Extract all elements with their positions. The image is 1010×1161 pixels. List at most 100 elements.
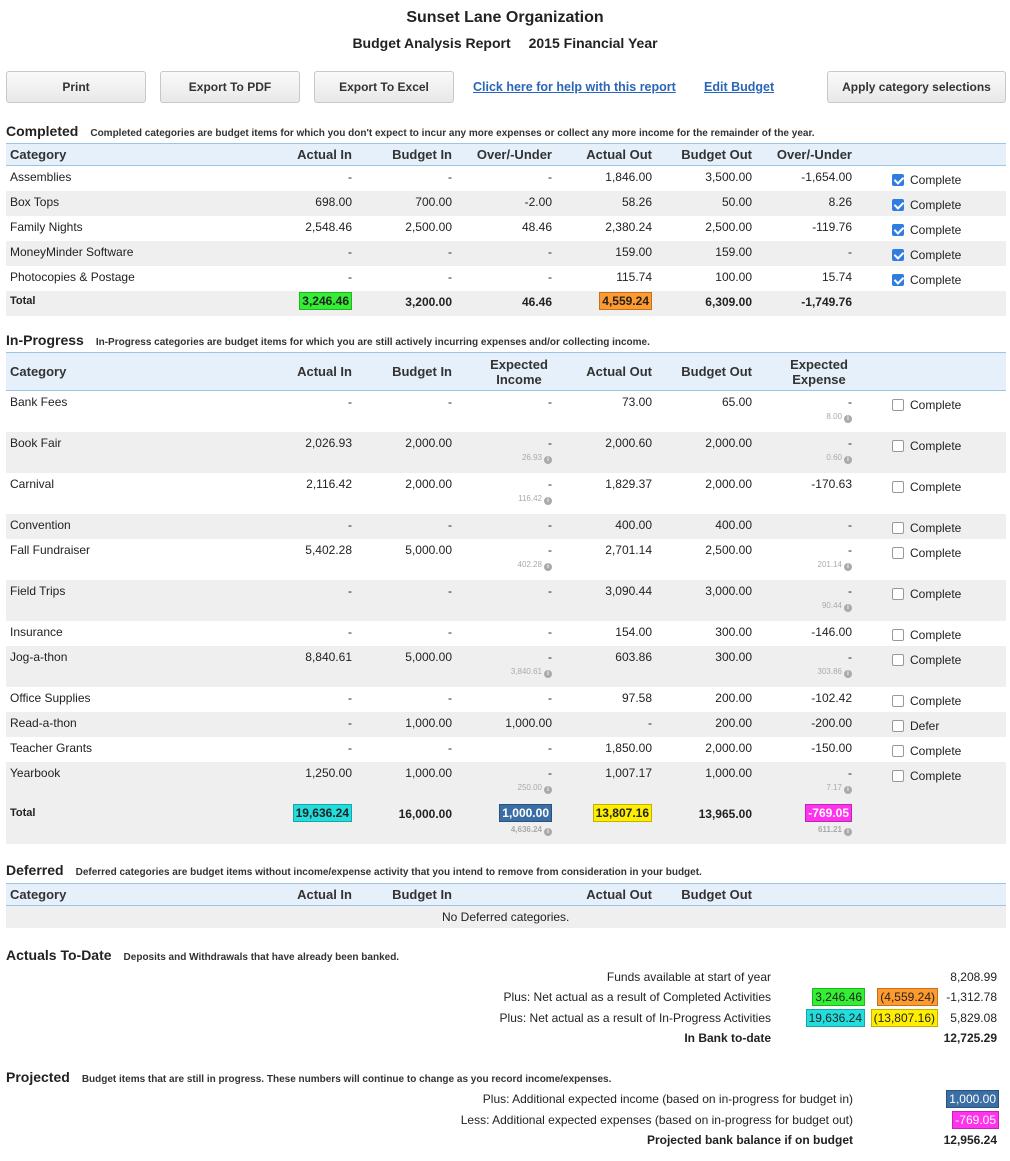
actual-in: 8,840.61 — [246, 645, 356, 687]
help-link[interactable]: Click here for help with this report — [473, 80, 676, 94]
info-icon[interactable]: i — [844, 785, 852, 794]
expected-expense: -146.00 — [756, 621, 856, 646]
checkbox-label: Complete — [910, 272, 962, 287]
actual-in-value: 2,026.93 — [305, 435, 352, 450]
checkbox-checked-icon[interactable] — [892, 248, 904, 261]
info-icon[interactable]: i — [544, 562, 552, 571]
checkbox-checked-icon[interactable] — [892, 223, 904, 236]
checkbox-label: Complete — [910, 627, 962, 642]
col-actual-in: Actual In — [246, 352, 356, 391]
toolbar: Print Export To PDF Export To Excel Clic… — [6, 71, 1006, 103]
expected-income: -26.93 i — [456, 431, 556, 473]
complete-checkbox[interactable]: Complete — [892, 273, 961, 287]
budget-in: 2,000.00 — [356, 473, 456, 514]
expected-expense-value: - — [848, 765, 852, 780]
status-cell: Complete — [856, 431, 1006, 473]
remaining-amount: 26.93 — [521, 452, 542, 462]
total-row: Total 19,636.24 16,000.00 1,000.00 4,636.24 i… — [6, 802, 1006, 844]
checkbox-label: Complete — [910, 197, 962, 212]
apply-category-selections-button[interactable]: Apply category selections — [827, 71, 1006, 103]
budget-out-value: 400.00 — [715, 517, 752, 532]
status-checkbox[interactable]: Complete — [892, 628, 961, 642]
budget-out: 100.00 — [715, 269, 752, 284]
edit-budget-link[interactable]: Edit Budget — [704, 80, 775, 94]
total-actual-in: 3,246.46 — [299, 291, 352, 310]
category-name: Read-a-thon — [6, 711, 246, 737]
status-checkbox[interactable]: Complete — [892, 439, 961, 453]
col-actual-out: Actual Out — [556, 143, 656, 166]
remaining-amount: 3,840.61 — [510, 666, 542, 676]
status-checkbox[interactable]: Complete — [892, 587, 961, 601]
status-checkbox[interactable]: Complete — [892, 521, 961, 535]
checkbox-icon[interactable] — [892, 694, 904, 707]
status-checkbox[interactable]: Complete — [892, 694, 961, 708]
inprogress-net-value: 5,829.08 — [950, 1011, 997, 1025]
inprogress-out-highlight: (13,807.16) — [870, 1009, 938, 1027]
complete-checkbox[interactable]: Complete — [892, 173, 961, 187]
status-checkbox[interactable]: Complete — [892, 744, 961, 758]
complete-checkbox[interactable]: Complete — [892, 198, 961, 212]
category-name-value: Yearbook — [10, 765, 61, 780]
info-icon[interactable]: i — [844, 669, 852, 678]
table-row: Yearbook 1,250.00 1,000.00-250.00 i 1,007.17… — [6, 761, 1006, 803]
info-icon[interactable]: i — [544, 455, 552, 464]
info-icon[interactable]: i — [544, 669, 552, 678]
info-icon[interactable]: i — [544, 496, 552, 505]
export-pdf-button[interactable]: Export To PDF — [160, 71, 300, 103]
expected-income-remaining: 402.28 i — [460, 560, 552, 571]
checkbox-icon[interactable] — [892, 744, 904, 757]
info-icon[interactable]: i — [544, 827, 552, 836]
checkbox-icon[interactable] — [892, 769, 904, 782]
info-icon[interactable]: i — [844, 455, 852, 464]
status-cell: Complete — [856, 761, 1006, 803]
checkbox-label: Complete — [910, 743, 962, 758]
checkbox-icon[interactable] — [892, 719, 904, 732]
checkbox-icon[interactable] — [892, 653, 904, 666]
expected-expense-remaining: 7.17 i — [760, 783, 852, 794]
checkbox-icon[interactable] — [892, 399, 904, 411]
checkbox-icon[interactable] — [892, 628, 904, 641]
checkbox-icon[interactable] — [892, 439, 904, 452]
expected-expense-remaining: 0.60 i — [760, 453, 852, 464]
checkbox-icon[interactable] — [892, 587, 904, 600]
budget-in-value: - — [448, 690, 452, 705]
checkbox-checked-icon[interactable] — [892, 198, 904, 211]
status-checkbox[interactable]: Defer — [892, 719, 939, 733]
expected-income-value: - — [548, 435, 552, 450]
col-budget-out: Budget Out — [656, 352, 756, 391]
budget-out: 300.00 — [656, 621, 756, 646]
info-icon[interactable]: i — [844, 827, 852, 836]
info-icon[interactable]: i — [844, 415, 852, 423]
status-checkbox[interactable]: Complete — [892, 398, 961, 412]
info-icon[interactable]: i — [844, 603, 852, 612]
checkbox-label: Complete — [910, 520, 962, 535]
deferred-section-header: Deferred Deferred categories are budget i… — [6, 862, 702, 878]
no-deferred-message: No Deferred categories. — [6, 905, 1006, 928]
complete-checkbox[interactable]: Complete — [892, 223, 961, 237]
status-checkbox[interactable]: Complete — [892, 769, 961, 783]
in-progress-header-row: Category Actual In Budget In Expected In… — [6, 352, 1006, 391]
complete-checkbox[interactable]: Complete — [892, 248, 961, 262]
status-checkbox[interactable]: Complete — [892, 653, 961, 667]
info-icon[interactable]: i — [544, 785, 552, 794]
status-checkbox[interactable]: Complete — [892, 480, 961, 494]
expected-expense-value: - — [848, 435, 852, 450]
checkbox-icon[interactable] — [892, 546, 904, 559]
checkbox-icon[interactable] — [892, 480, 904, 493]
info-icon[interactable]: i — [844, 562, 852, 571]
checkbox-icon[interactable] — [892, 521, 904, 534]
actual-in: 2,548.46 — [305, 219, 352, 234]
remaining-amount: 4,636.24 — [510, 824, 542, 834]
completed-net-value: -1,312.78 — [946, 990, 997, 1004]
actual-in: 5,402.28 — [246, 539, 356, 580]
checkbox-checked-icon[interactable] — [892, 273, 904, 286]
expected-expense-remaining: 8.00 i — [760, 412, 852, 423]
status-checkbox[interactable]: Complete — [892, 546, 961, 560]
deferred-table: Category Actual In Budget In Actual Out … — [6, 883, 1006, 928]
print-button[interactable]: Print — [6, 71, 146, 103]
category-name: MoneyMinder Software — [6, 240, 246, 266]
budget-out-value: 2,000.00 — [705, 435, 752, 450]
checkbox-checked-icon[interactable] — [892, 174, 904, 186]
over-under-in: - — [548, 269, 552, 284]
export-excel-button[interactable]: Export To Excel — [314, 71, 454, 103]
